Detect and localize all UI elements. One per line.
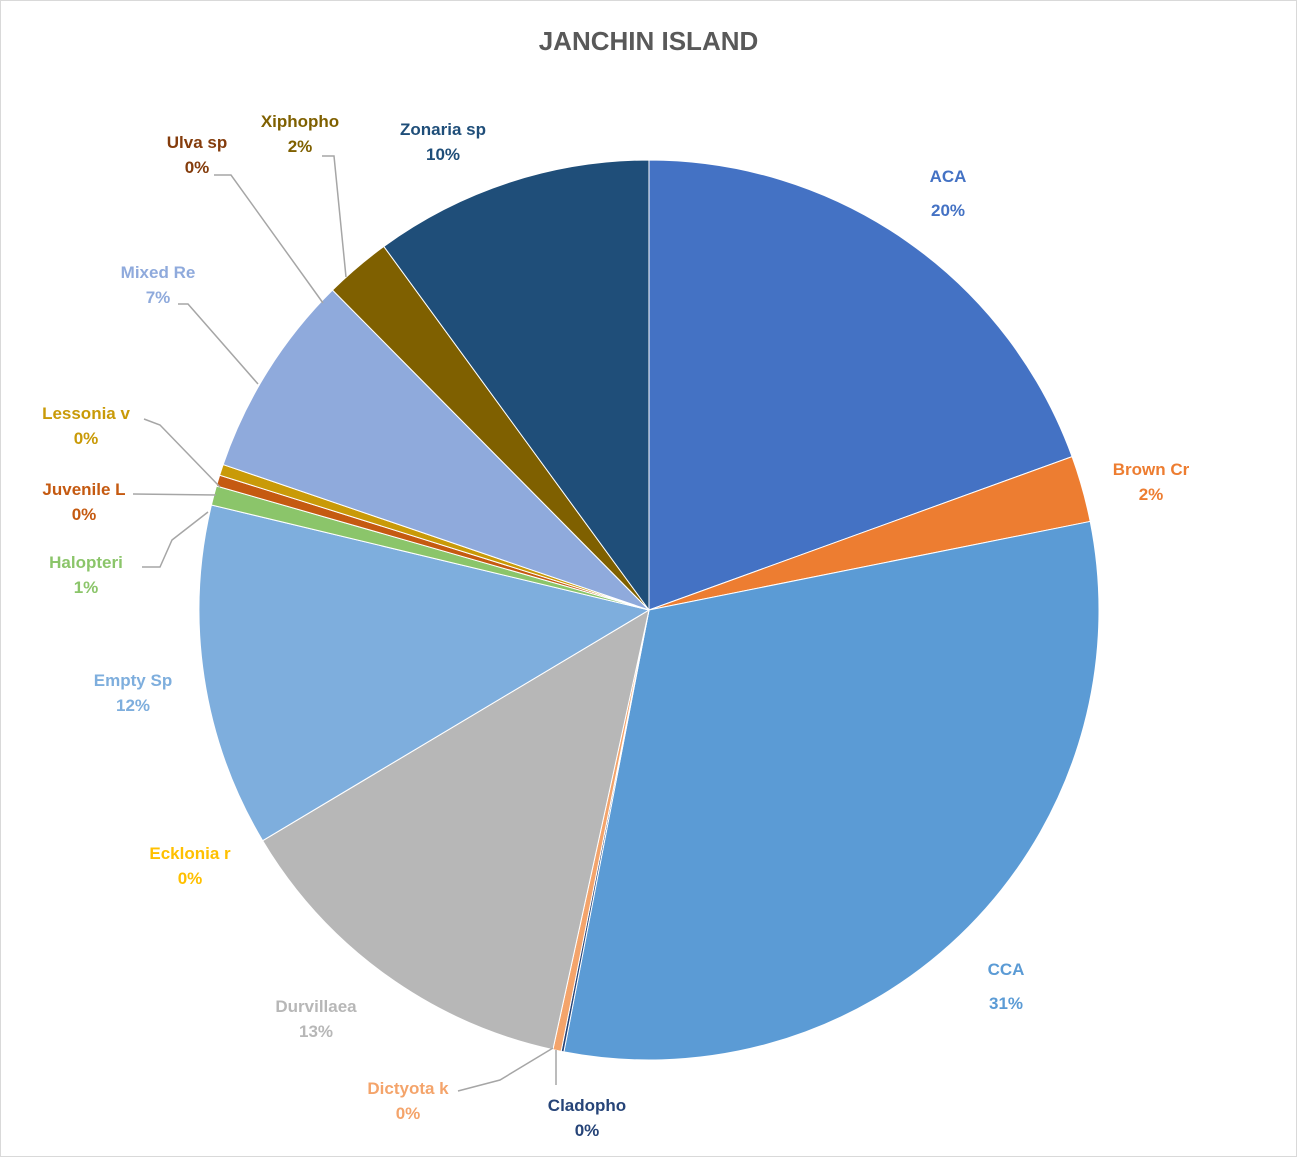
data-label-name-durvillaea: Durvillaea xyxy=(275,997,357,1016)
pie-slice-durvillaea xyxy=(261,608,650,1051)
pie-slice-empty-sp xyxy=(198,504,651,842)
leader-line xyxy=(457,1047,554,1092)
data-label-percent-mixed-re: 7% xyxy=(146,288,171,307)
data-label-name-ulva-sp: Ulva sp xyxy=(167,133,227,152)
data-label-percent-ecklonia-r: 0% xyxy=(178,869,203,888)
chart-title: JANCHIN ISLAND xyxy=(538,26,759,56)
data-label-name-xiphopho: Xiphopho xyxy=(261,112,339,131)
leader-line xyxy=(132,493,217,496)
data-label-percent-cladopho: 0% xyxy=(575,1121,600,1140)
data-label-percent-durvillaea: 13% xyxy=(299,1022,333,1041)
data-label-percent-cca: 31% xyxy=(989,994,1023,1013)
data-label-name-brown-cr: Brown Cr xyxy=(1113,460,1190,479)
data-label-percent-xiphopho: 2% xyxy=(288,137,313,156)
data-label-percent-ulva-sp: 0% xyxy=(185,158,210,177)
data-label-name-cca: CCA xyxy=(988,960,1025,979)
leader-line xyxy=(322,155,347,278)
data-label-percent-zonaria-sp: 10% xyxy=(426,145,460,164)
pie-slice-cca xyxy=(563,520,1100,1061)
leader-line xyxy=(142,511,209,568)
data-label-name-dictyota-k: Dictyota k xyxy=(367,1079,449,1098)
data-label-name-mixed-re: Mixed Re xyxy=(121,263,196,282)
pie-slice-mixed-re xyxy=(222,289,650,611)
data-label-name-halopteri: Halopteri xyxy=(49,553,123,572)
leader-line xyxy=(143,418,221,488)
data-label-percent-halopteri: 1% xyxy=(74,578,99,597)
data-label-percent-dictyota-k: 0% xyxy=(396,1104,421,1123)
data-label-percent-brown-cr: 2% xyxy=(1139,485,1164,504)
data-label-name-juvenile-l: Juvenile L xyxy=(42,480,125,499)
leader-line xyxy=(214,174,324,304)
data-label-name-zonaria-sp: Zonaria sp xyxy=(400,120,486,139)
data-label-percent-aca: 20% xyxy=(931,201,965,220)
data-label-percent-empty-sp: 12% xyxy=(116,696,150,715)
data-label-name-lessonia-v: Lessonia v xyxy=(42,404,130,423)
pie-slice-zonaria-sp xyxy=(383,159,650,612)
data-label-percent-lessonia-v: 0% xyxy=(74,429,99,448)
pie-slice-aca xyxy=(648,159,1073,611)
data-label-name-ecklonia-r: Ecklonia r xyxy=(149,844,231,863)
data-label-name-aca: ACA xyxy=(930,167,967,186)
data-label-name-cladopho: Cladopho xyxy=(548,1096,626,1115)
data-label-percent-juvenile-l: 0% xyxy=(72,505,97,524)
data-label-name-empty-sp: Empty Sp xyxy=(94,671,172,690)
leader-line xyxy=(178,303,259,385)
